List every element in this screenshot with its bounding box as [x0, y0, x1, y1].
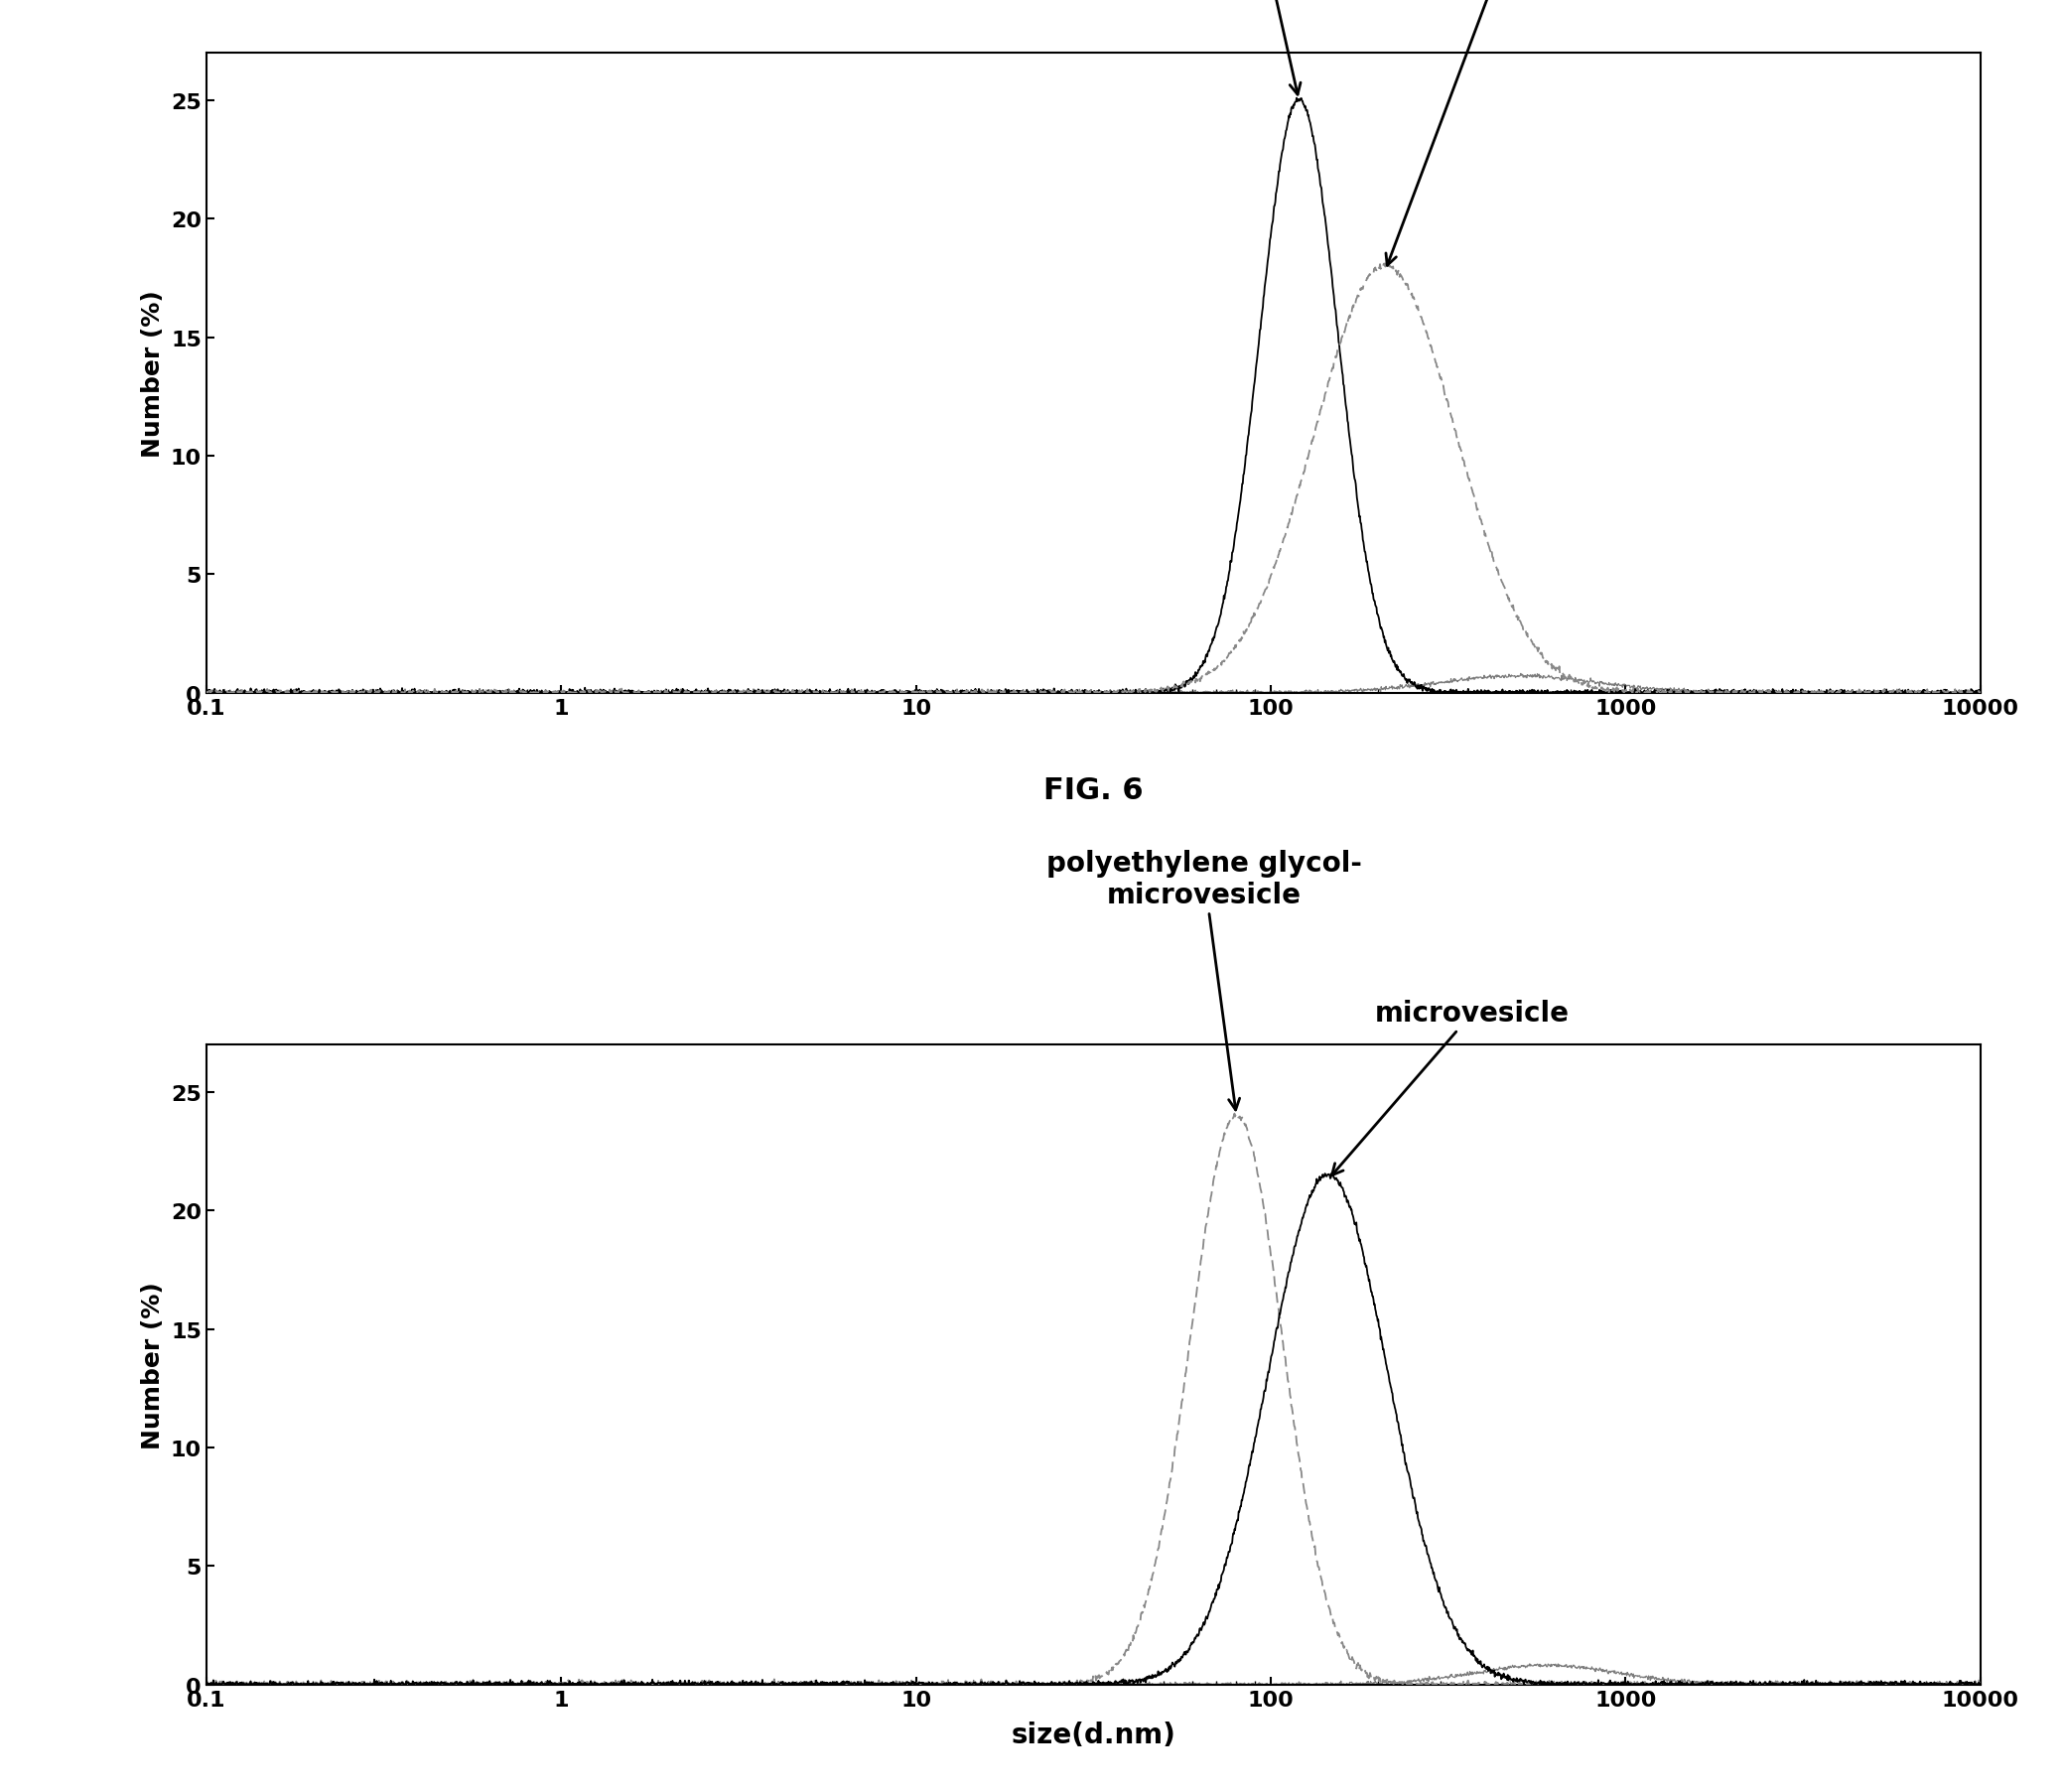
Text: FIG. 6: FIG. 6 — [1044, 776, 1143, 805]
Text: microvesicle: microvesicle — [1157, 0, 1351, 95]
X-axis label: size(d.nm): size(d.nm) — [1011, 1720, 1176, 1747]
Y-axis label: Number (%): Number (%) — [140, 1281, 165, 1448]
Text: microvesicle: microvesicle — [1333, 1000, 1570, 1176]
Text: cyclodextrin-
microvesicle: cyclodextrin- microvesicle — [1386, 0, 1605, 267]
Text: polyethylene glycol-
microvesicle: polyethylene glycol- microvesicle — [1046, 849, 1362, 1111]
Y-axis label: Number (%): Number (%) — [140, 290, 165, 457]
